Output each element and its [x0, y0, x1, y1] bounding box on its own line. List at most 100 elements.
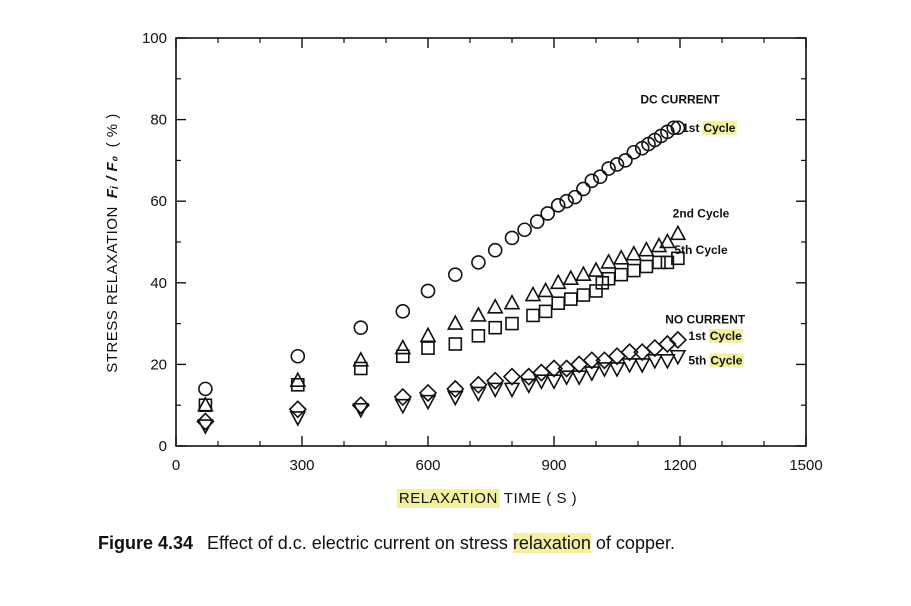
series-label-text: DC CURRENT — [640, 92, 720, 106]
series-label-highlight-bg — [708, 328, 744, 343]
square-point — [563, 292, 578, 306]
triangle-down-point — [352, 402, 370, 419]
triangle-down-point — [646, 354, 664, 370]
series-annotations: DC CURRENT 1st Cycle 2nd Cycle 5th Cycle NO C… — [640, 92, 746, 368]
triangle-up-point — [549, 273, 567, 290]
triangle-up-point — [446, 314, 464, 330]
y-tick-label: 0 — [159, 438, 167, 455]
triangle-down-point — [520, 378, 538, 394]
circle-point — [592, 169, 608, 185]
diamond-point — [418, 383, 438, 403]
square-point — [551, 296, 566, 311]
series-label: 2nd Cycle — [673, 207, 730, 221]
y-axis-title: STRESS RELAXATION Fᵢ / F₀ ( % ) — [104, 113, 121, 373]
square-point — [448, 337, 463, 351]
circle-point — [198, 381, 213, 397]
data-marks — [196, 120, 688, 435]
triangle-up-point — [587, 261, 605, 277]
y-tick-label: 80 — [150, 112, 167, 129]
caption-text-after: of copper. — [595, 533, 675, 553]
square-point — [198, 398, 213, 413]
series-label-text: 5th — [688, 353, 706, 367]
triangle-up-point — [289, 371, 307, 388]
triangle-up-point — [659, 232, 676, 249]
square-point — [421, 341, 435, 355]
series-label-highlight-bg — [709, 353, 744, 368]
circle-point — [626, 144, 642, 160]
diamond-point — [544, 359, 564, 378]
circle-point — [353, 320, 369, 335]
triangle-down-point — [533, 374, 550, 390]
triangle-up-point — [625, 245, 643, 261]
y-tick-label: 100 — [142, 30, 167, 47]
triangle-down-point — [197, 419, 214, 435]
series-label: 1st Cycle — [688, 329, 742, 343]
triangle-down-point — [446, 390, 464, 407]
series-label: NO CURRENT — [665, 313, 746, 327]
x-tick-label: 600 — [415, 457, 440, 474]
circle-point — [529, 214, 545, 229]
circle-point — [517, 222, 532, 238]
x-axis-title-rest: TIME ( S ) — [504, 490, 577, 507]
series-label-text: 5th Cycle — [674, 243, 728, 257]
x-tick-label: 1500 — [789, 457, 822, 474]
circle-point — [559, 193, 574, 209]
diamond-point — [196, 412, 215, 431]
triangle-up-point — [503, 294, 521, 310]
circle-point — [395, 304, 411, 319]
circle-point — [487, 242, 503, 258]
caption-figure-number: Figure 4.34 — [98, 533, 194, 553]
square-point — [671, 251, 685, 266]
x-tick-label: 300 — [289, 457, 314, 474]
circle-point — [584, 173, 600, 189]
series-label: 5th Cycle — [674, 243, 728, 257]
triangle-up-point — [537, 281, 554, 298]
y-tick-label: 40 — [150, 275, 167, 292]
diamond-point — [620, 343, 639, 362]
x-axis-title: RELAXATION TIME ( S ) — [399, 490, 577, 507]
series-label: 5th Cycle — [688, 353, 742, 367]
circle-point — [576, 181, 591, 197]
square-point — [290, 377, 305, 392]
triangle-down-point — [633, 358, 651, 374]
square-point — [471, 329, 486, 343]
caption-highlight: relaxation — [512, 533, 591, 553]
square-point — [353, 361, 368, 376]
triangle-down-point — [470, 386, 487, 403]
triangle-up-point — [419, 326, 437, 343]
triangle-down-point — [583, 366, 601, 382]
x-tick-label: 0 — [172, 457, 180, 474]
triangle-down-point — [596, 362, 613, 378]
circle-point — [609, 157, 625, 172]
circle-point — [290, 348, 306, 364]
y-tick-label: 60 — [150, 193, 167, 210]
triangle-up-point — [612, 249, 630, 265]
circle-point — [471, 255, 486, 270]
triangle-up-point — [486, 298, 504, 314]
diamond-point — [393, 387, 412, 407]
circle-point — [420, 283, 436, 299]
x-axis-title-highlight: RELAXATION — [399, 490, 498, 507]
diamond-point — [658, 334, 677, 354]
triangle-down-point — [558, 370, 575, 386]
circle-point — [567, 189, 583, 205]
triangle-up-point — [470, 306, 487, 322]
square-point — [488, 320, 503, 335]
triangle-down-point — [669, 349, 687, 366]
triangle-up-point — [600, 253, 617, 269]
diamond-point — [502, 367, 522, 386]
square-point — [576, 288, 591, 302]
triangle-down-point — [608, 362, 626, 378]
triangle-up-point — [562, 269, 580, 286]
series-label-highlight: Cycle — [703, 121, 735, 135]
y-axis-title-unit: ( % ) — [104, 113, 121, 147]
square-point — [652, 255, 666, 270]
triangle-down-point — [289, 411, 307, 427]
square-point — [505, 316, 519, 331]
series-label-highlight: Cycle — [710, 353, 742, 367]
square-point — [395, 349, 410, 364]
triangle-down-point — [486, 382, 504, 399]
diamond-point — [469, 375, 488, 394]
diamond-point — [486, 371, 505, 390]
